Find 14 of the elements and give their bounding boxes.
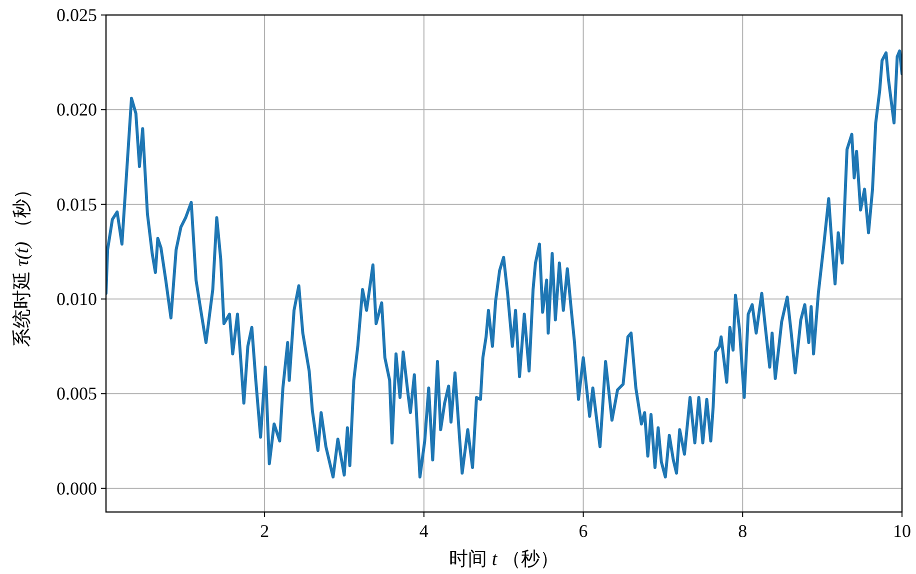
y-tick-label: 0.000	[56, 478, 97, 498]
y-tick-label: 0.025	[56, 5, 97, 25]
x-tick-label: 10	[893, 521, 911, 541]
x-tick-label: 8	[738, 521, 748, 541]
x-tick-label: 2	[260, 521, 270, 541]
x-axis-title: 时间 t （秒）	[449, 549, 559, 570]
y-axis-title: 系统时延 τ(t) （秒）	[12, 180, 33, 348]
line-series	[106, 49, 902, 478]
y-tick-label: 0.010	[56, 289, 97, 309]
x-tick-label: 6	[578, 521, 588, 541]
y-tick-label: 0.005	[56, 384, 97, 404]
y-tick-label: 0.015	[56, 194, 97, 214]
y-tick-label: 0.020	[56, 100, 97, 120]
x-tick-label: 4	[419, 521, 428, 541]
